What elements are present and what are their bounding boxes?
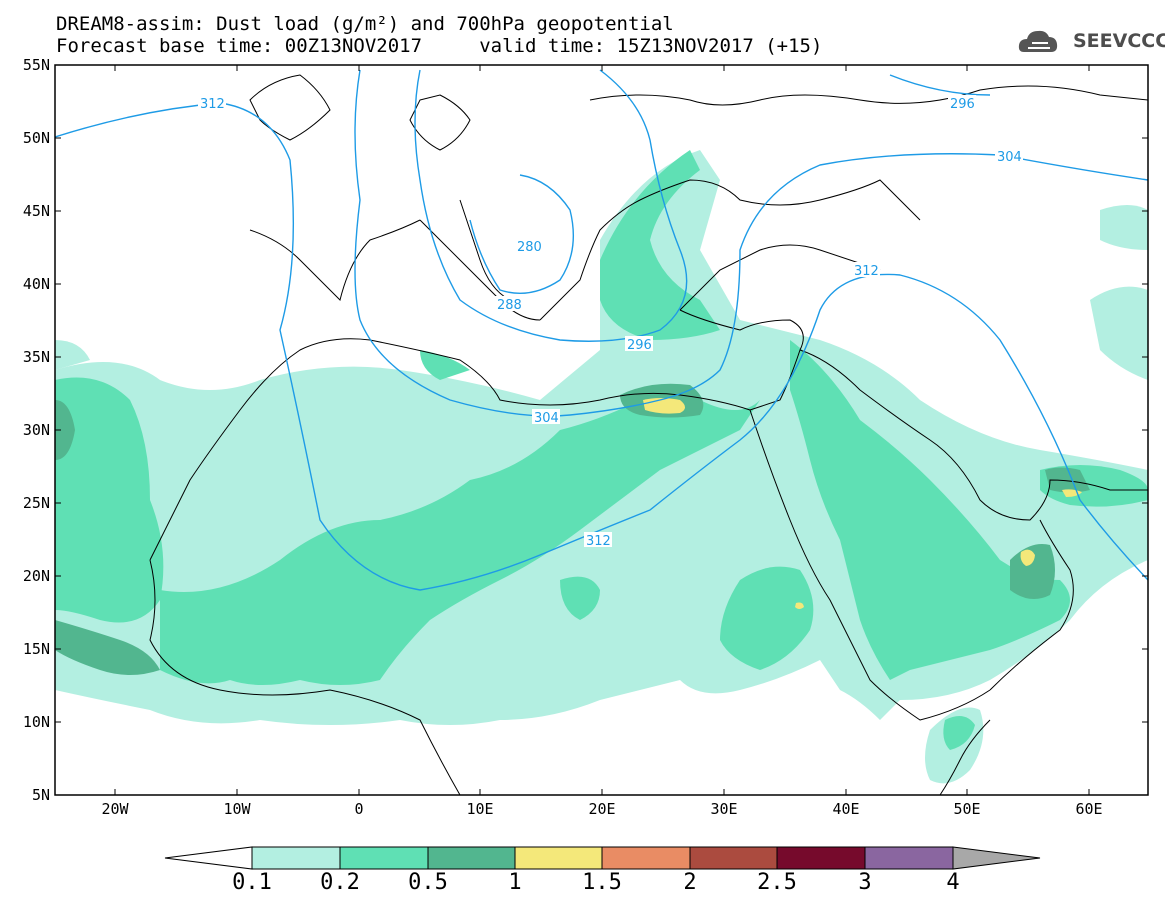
lat-label: 50N (22, 129, 50, 147)
lon-label: 50E (953, 800, 981, 818)
lon-label: 20W (101, 800, 129, 818)
lat-label: 10N (22, 713, 50, 731)
lat-label: 15N (22, 640, 50, 658)
lon-label: 0 (354, 800, 364, 818)
logo-text: SEEVCCC (1073, 30, 1165, 52)
axis-ticks (55, 64, 1148, 795)
map-subtitle: Forecast base time: 00Z13NOV2017 valid t… (56, 35, 823, 57)
colorbar-label: 0.2 (320, 870, 360, 895)
colorbar-label: 4 (946, 870, 960, 895)
contour-label: 304 (534, 411, 559, 426)
lat-label: 45N (22, 202, 50, 220)
colorbar (164, 846, 1041, 870)
contour-label: 296 (627, 338, 652, 353)
geopotential-contours (55, 69, 1148, 591)
lat-label: 35N (22, 348, 50, 366)
lon-label: 10W (223, 800, 251, 818)
colorbar-under-arrow (164, 846, 253, 870)
colorbar-label: 2.5 (757, 870, 797, 895)
colorbar-label: 1 (508, 870, 522, 895)
colorbar-swatch (514, 846, 603, 870)
lat-label: 20N (22, 567, 50, 585)
colorbar-swatch (427, 846, 516, 870)
colorbar-label: 2 (683, 870, 697, 895)
lat-label: 30N (22, 421, 50, 439)
colorbar-swatch (689, 846, 778, 870)
contour-label: 312 (586, 534, 611, 549)
lat-label: 25N (22, 494, 50, 512)
cloud-logo-icon (1018, 30, 1058, 52)
colorbar-label: 1.5 (582, 870, 622, 895)
lat-label: 5N (31, 786, 50, 804)
colorbar-label: 3 (858, 870, 872, 895)
colorbar-label: 0.5 (408, 870, 448, 895)
contour-label: 312 (854, 264, 879, 279)
colorbar-swatch (251, 846, 341, 870)
contour-label: 280 (517, 240, 542, 255)
colorbar-over-arrow (952, 846, 1041, 870)
colorbar-label: 0.1 (232, 870, 272, 895)
lon-label: 20E (588, 800, 616, 818)
colorbar-swatch (864, 846, 954, 870)
lon-label: 30E (710, 800, 738, 818)
colorbar-swatch (339, 846, 429, 870)
colorbar-swatch (601, 846, 691, 870)
contour-label: 312 (200, 97, 225, 112)
coastlines (149, 74, 1148, 795)
contour-label: 296 (950, 97, 975, 112)
colorbar-swatch (776, 846, 866, 870)
lon-label: 10E (466, 800, 494, 818)
contour-label: 304 (997, 150, 1022, 165)
lat-label: 55N (22, 56, 50, 74)
map-title: DREAM8-assim: Dust load (g/m²) and 700hP… (56, 13, 674, 35)
contour-labels: 312 296 304 280 288 296 304 312 312 (198, 95, 1023, 549)
lon-label: 60E (1075, 800, 1103, 818)
contour-label: 288 (497, 298, 522, 313)
lon-label: 40E (832, 800, 860, 818)
lat-label: 40N (22, 275, 50, 293)
